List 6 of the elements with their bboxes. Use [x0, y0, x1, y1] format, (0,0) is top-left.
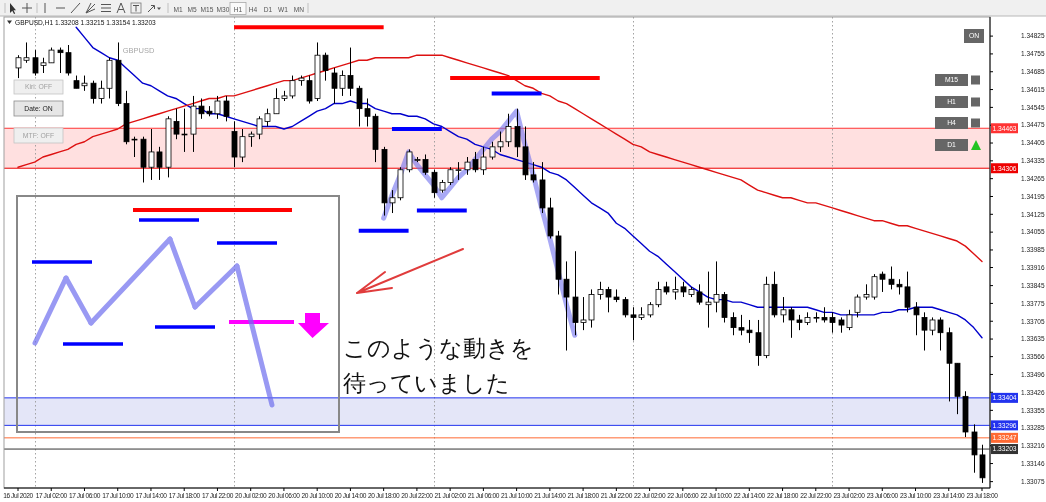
line-series — [17, 54, 983, 263]
candlestick — [223, 95, 230, 122]
line-series — [75, 26, 983, 339]
annotation: このような動きを待っていました — [343, 335, 534, 396]
candlestick — [854, 294, 861, 318]
candlestick — [913, 301, 920, 336]
